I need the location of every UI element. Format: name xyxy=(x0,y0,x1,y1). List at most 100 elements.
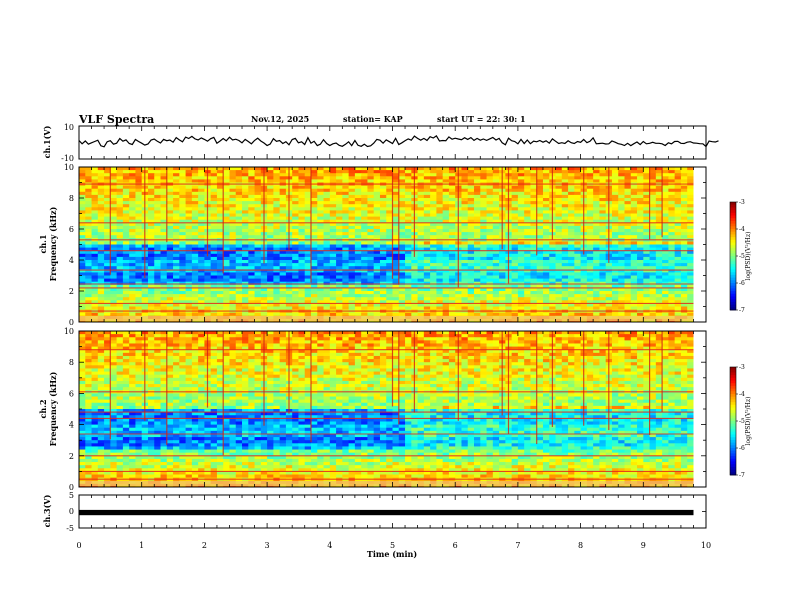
spectrogram-cell xyxy=(267,176,274,180)
spectrogram-cell xyxy=(574,173,581,177)
spectrogram-cell xyxy=(310,275,318,279)
spectrogram-cell xyxy=(323,312,331,317)
spectrogram-cell xyxy=(417,210,425,214)
spectrogram-cell xyxy=(229,204,237,208)
spectrogram-cell xyxy=(649,269,657,273)
spectrogram-cell xyxy=(135,297,143,301)
spectrogram-cell xyxy=(386,256,393,261)
spectrogram-cell xyxy=(630,235,638,239)
spectrogram-cell xyxy=(317,213,324,217)
spectrogram-cell xyxy=(474,294,481,298)
spectrogram-cell xyxy=(674,269,682,273)
spectrogram-cell xyxy=(680,284,688,289)
spectrogram-cell xyxy=(116,269,124,273)
spectrogram-cell xyxy=(242,191,249,196)
spectrogram-cell xyxy=(116,241,124,245)
spectrogram-cell xyxy=(135,266,143,270)
spectrogram-cell xyxy=(480,179,487,183)
spectrogram-cell xyxy=(229,244,237,248)
spectrogram-cell xyxy=(417,198,425,202)
spectrogram-cell xyxy=(655,173,663,177)
spectrogram-cell xyxy=(348,222,356,227)
spectrogram-cell xyxy=(342,256,350,261)
spectrogram-cell xyxy=(442,167,450,171)
spectrogram-cell xyxy=(179,294,186,298)
spectrogram-cell xyxy=(674,266,682,270)
spectrogram-cell xyxy=(248,312,255,317)
spectrogram-cell xyxy=(536,291,544,295)
spectrogram-cell xyxy=(317,269,324,273)
spectrogram-cell xyxy=(216,300,224,304)
spectrogram-cell xyxy=(216,179,224,183)
spectrogram-cell xyxy=(555,210,563,214)
spectrogram-cell xyxy=(317,235,324,239)
spectrogram-cell xyxy=(674,222,682,227)
spectrogram-cell xyxy=(511,176,519,180)
spectrogram-cell xyxy=(568,179,575,183)
spectrogram-cell xyxy=(417,216,425,221)
spectrogram-cell xyxy=(342,247,350,252)
spectrogram-cell xyxy=(260,272,268,276)
spectrogram-cell xyxy=(624,173,632,177)
spectrogram-cell xyxy=(536,173,544,177)
spectrogram-cell xyxy=(536,210,544,214)
spectrogram-cell xyxy=(392,229,400,233)
spectrogram-cell xyxy=(304,194,312,199)
spectrogram-cell xyxy=(417,185,425,190)
spectrogram-cell xyxy=(687,207,694,211)
spectrogram-cell xyxy=(279,244,287,248)
spectrogram-cell xyxy=(555,201,563,205)
spectrogram-cell xyxy=(430,263,437,267)
spectrogram-cell xyxy=(329,297,337,301)
spectrogram-cell xyxy=(110,306,118,310)
spectrogram-cell xyxy=(254,250,262,255)
spectrogram-cell xyxy=(367,235,375,239)
spectrogram-cell xyxy=(568,216,575,221)
spectrogram-cell xyxy=(492,198,500,202)
spectrogram-cell xyxy=(605,269,613,273)
spectrogram-cell xyxy=(448,167,456,171)
spectrogram-cell xyxy=(411,294,418,298)
spectrogram-cell xyxy=(605,278,613,283)
spectrogram-cell xyxy=(674,207,682,211)
spectrogram-cell xyxy=(191,207,199,211)
spectrogram-cell xyxy=(386,207,393,211)
spectrogram-cell xyxy=(580,297,588,301)
spectrogram-cell xyxy=(586,213,594,217)
spectrogram-cell xyxy=(336,263,343,267)
spectrogram-cell xyxy=(580,312,588,317)
spectrogram-cell xyxy=(198,247,205,252)
spectrogram-cell xyxy=(480,263,487,267)
spectrogram-cell xyxy=(549,287,556,292)
spectrogram-cell xyxy=(624,244,632,248)
spectrogram-cell xyxy=(91,300,99,304)
spectrogram-cell xyxy=(122,198,130,202)
spectrogram-cell xyxy=(574,198,581,202)
spectrogram-cell xyxy=(367,204,375,208)
spectrogram-cell xyxy=(310,256,318,261)
spectrogram-cell xyxy=(185,173,193,177)
spectrogram-cell xyxy=(361,167,368,171)
spectrogram-cell xyxy=(674,275,682,279)
spectrogram-cell xyxy=(461,213,469,217)
spectrogram-cell xyxy=(524,167,531,171)
spectrogram-cell xyxy=(254,297,262,301)
spectrogram-cell xyxy=(354,167,362,171)
spectrogram-cell xyxy=(135,247,143,252)
spectrogram-cell xyxy=(461,263,469,267)
spectrogram-cell xyxy=(611,179,619,183)
spectrogram-cell xyxy=(649,294,657,298)
spectrogram-cell xyxy=(593,170,600,174)
spectrogram-cell xyxy=(674,250,682,255)
spectrogram-cell xyxy=(329,303,337,307)
spectrogram-cell xyxy=(361,266,368,270)
spectrogram-cell xyxy=(110,167,118,171)
spectrogram-cell xyxy=(342,222,350,227)
spectrogram-cell xyxy=(267,191,274,196)
spectrogram-cell xyxy=(191,194,199,199)
spectrogram-cell xyxy=(329,250,337,255)
spectrogram-cell xyxy=(386,300,393,304)
spectrogram-cell xyxy=(354,204,362,208)
spectrogram-cell xyxy=(680,179,688,183)
spectrogram-cell xyxy=(517,188,525,193)
